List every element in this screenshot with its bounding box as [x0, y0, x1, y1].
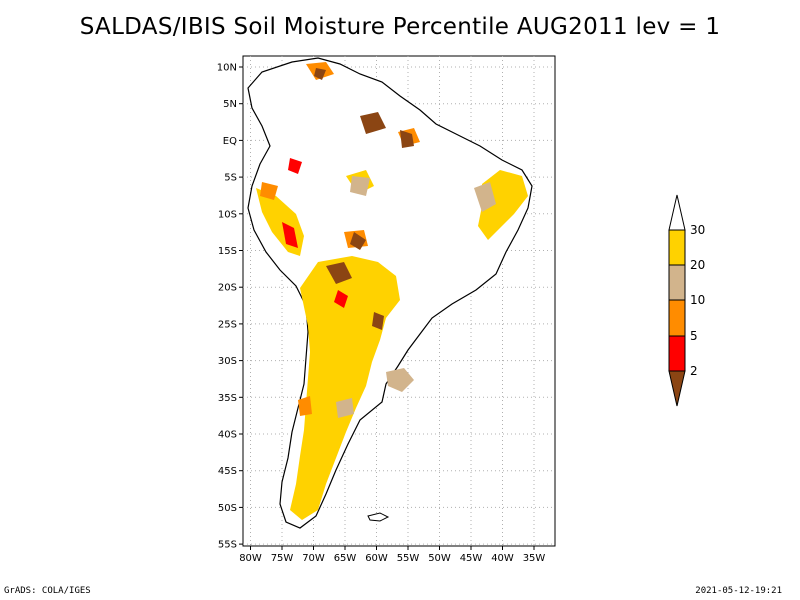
lon-tick-label: 70W [302, 553, 325, 564]
legend-label-5: 5 [690, 329, 698, 343]
lat-tick-label: 35S [218, 393, 237, 404]
legend-top-triangle [668, 194, 686, 231]
lon-tick-label: 80W [239, 553, 262, 564]
legend-label-10: 10 [690, 293, 705, 307]
lon-tick-label: 75W [271, 553, 294, 564]
lat-tick-label: 15S [218, 246, 237, 257]
map-title: SALDAS/IBIS Soil Moisture Percentile AUG… [79, 14, 721, 40]
lat-tick-label: 20S [218, 283, 237, 294]
lon-tick-label: 40W [491, 553, 514, 564]
lat-tick-label: 10S [218, 209, 237, 220]
lat-tick-label: 40S [218, 430, 237, 441]
legend-box-2-5 [668, 335, 686, 372]
percentile-2-5-region [282, 158, 348, 308]
longitude-axis: 80W 75W 70W 65W 60W 55W 50W 45W 40W 35W [239, 546, 545, 564]
lat-tick-label: 10N [217, 63, 237, 74]
lon-tick-label: 50W [428, 553, 451, 564]
legend-label-2: 2 [690, 364, 698, 378]
legend-label-20: 20 [690, 258, 705, 272]
lat-tick-label: 55S [218, 540, 237, 551]
lat-tick-label: 30S [218, 356, 237, 367]
lat-tick-label: 5N [223, 99, 237, 110]
percentile-10-20-region [336, 176, 496, 418]
lat-tick-label: 50S [218, 503, 237, 514]
lat-tick-label: 45S [218, 466, 237, 477]
lat-tick-label: 5S [224, 173, 237, 184]
legend-label-30: 30 [690, 223, 705, 237]
legend-box-5-10 [668, 299, 686, 337]
legend-bottom-triangle [668, 370, 686, 407]
lon-tick-label: 35W [523, 553, 546, 564]
lon-tick-label: 55W [397, 553, 420, 564]
falkland-islands [367, 512, 390, 522]
lon-tick-label: 65W [334, 553, 357, 564]
color-legend: 30 20 10 5 2 [668, 194, 705, 407]
legend-box-10-20 [668, 264, 686, 301]
percentile-below-2-region [314, 68, 414, 330]
lat-tick-label: 25S [218, 319, 237, 330]
footer-credit: GrADS: COLA/IGES [4, 586, 91, 596]
lon-tick-label: 60W [365, 553, 388, 564]
footer-timestamp: 2021-05-12-19:21 [695, 586, 782, 596]
lat-tick-label: EQ [223, 136, 237, 147]
legend-box-20-30 [668, 229, 686, 266]
latitude-axis: 10N 5N EQ 5S 10S 15S 20S 25S 30S 35S 40S 45S 50S 55S [217, 63, 243, 551]
lon-tick-label: 45W [460, 553, 483, 564]
